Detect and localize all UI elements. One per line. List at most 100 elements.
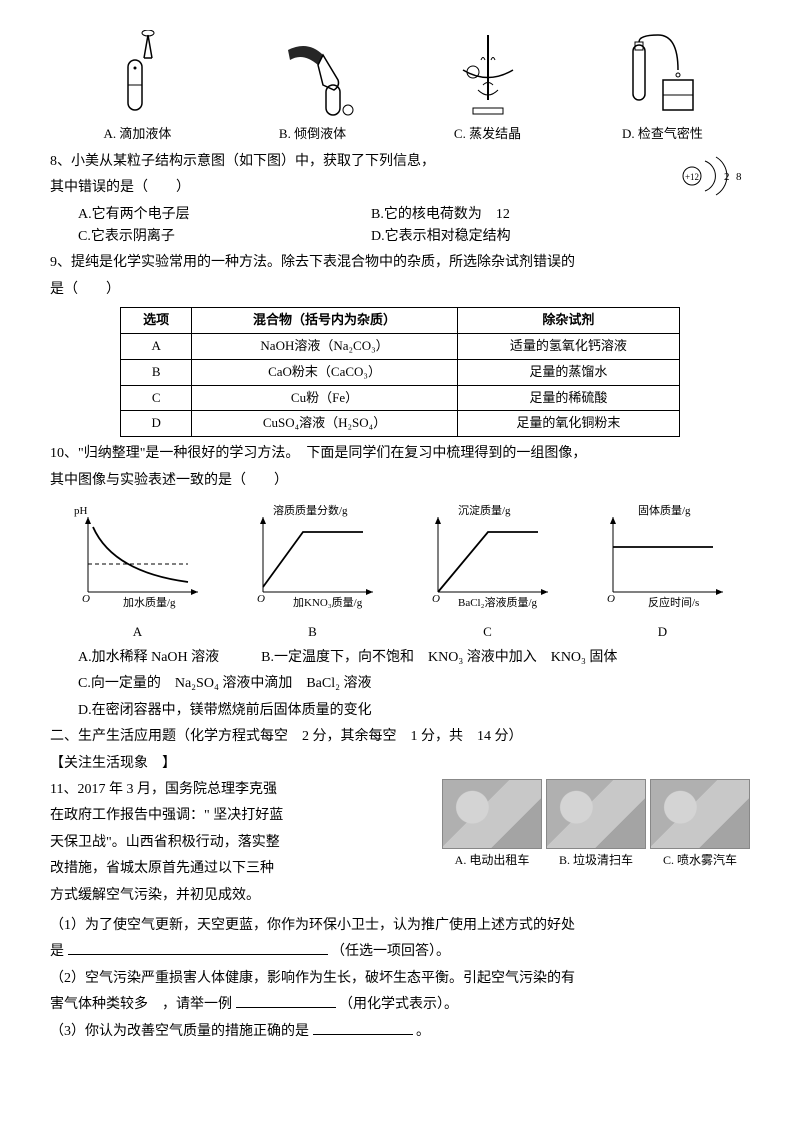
fig-d-cap: D. 检查气密性 [575,124,750,145]
fig-c: C. 蒸发结晶 [400,30,575,145]
section-2-sub: 【关注生活现象 】 [50,753,750,775]
blank-1[interactable] [68,941,328,955]
blank-2[interactable] [236,994,336,1008]
q9-table: 选项 混合物（括号内为杂质） 除杂试剂 ANaOH溶液（Na₂CO₃）适量的氢氧… [120,307,680,437]
section-2-title: 二、生产生活应用题（化学方程式每空 2 分，其余每空 1 分，共 14 分） [50,726,750,748]
q11-p2-line: 害气体种类较多 ，请举一例 （用化学式表示）。 [50,994,750,1016]
table-row: CCu粉（Fe）足量的稀硫酸 [121,385,680,411]
q11-p1b: 是 [50,944,64,959]
svg-text:8: 8 [736,171,742,183]
fig-c-cap: C. 蒸发结晶 [400,124,575,145]
svg-text:O: O [607,593,615,605]
photo-c: C. 喷水雾汽车 [650,779,750,870]
question-8: +12 2 8 8、小美从某粒子结构示意图（如下图）中，获取了下列信息， 其中错… [50,151,750,249]
q11-p2a: （2）空气污染严重损害人体健康，影响作为生长，破坏生态平衡。引起空气污染的有 [50,968,750,990]
graph-a-cap: A [50,622,225,643]
table-row: ANaOH溶液（Na₂CO₃）适量的氢氧化钙溶液 [121,333,680,359]
q8-opt-b: B.它的核电荷数为 12 [371,204,664,226]
table-head-row: 选项 混合物（括号内为杂质） 除杂试剂 [121,308,680,334]
th-reagent: 除杂试剂 [457,308,679,334]
svg-text:加水质量/g: 加水质量/g [123,596,176,609]
question-11: A. 电动出租车 B. 垃圾清扫车 C. 喷水雾汽车 11、2017 年 3 月… [50,779,750,911]
q11-p1-line: 是 （任选一项回答）。 [50,941,750,963]
svg-text:O: O [432,593,440,605]
graph-c-svg: 沉淀质量/g O BaCl₂溶液质量/g [418,502,558,612]
svg-text:反应时间/s: 反应时间/s [648,595,699,609]
svg-text:BaCl₂溶液质量/g: BaCl₂溶液质量/g [458,595,538,609]
q8-stem-1: 8、小美从某粒子结构示意图（如下图）中，获取了下列信息， [50,151,750,173]
q9-stem-1: 9、提纯是化学实验常用的一种方法。除去下表混合物中的杂质，所选除杂试剂错误的 [50,252,750,274]
q10-opt-d: D.在密闭容器中，镁带燃烧前后固体质量的变化 [78,700,750,722]
svg-text:加KNO₃质量/g: 加KNO₃质量/g [293,596,363,609]
sweeper-photo [546,779,646,849]
mist-truck-photo [650,779,750,849]
cell: Cu粉（Fe） [192,385,457,411]
graph-b-cap: B [225,622,400,643]
svg-text:固体质量/g: 固体质量/g [638,503,691,517]
pour-liquid-icon [268,30,358,120]
q11-p3-line: （3）你认为改善空气质量的措施正确的是 。 [50,1021,750,1043]
blank-3[interactable] [313,1021,413,1035]
q8-opt-d: D.它表示相对稳定结构 [371,226,664,248]
q8-opt-a: A.它有两个电子层 [78,204,371,226]
cell: 足量的蒸馏水 [457,359,679,385]
photo-c-cap: C. 喷水雾汽车 [650,851,750,870]
cell: 适量的氢氧化钙溶液 [457,333,679,359]
fig-d: D. 检查气密性 [575,30,750,145]
q9-stem-2: 是（ ） [50,279,750,301]
fig-b-cap: B. 倾倒液体 [225,124,400,145]
q8-opt-c: C.它表示阴离子 [78,226,371,248]
q10-opt-c: C.向一定量的 Na₂SO₄ 溶液中滴加 BaCl₂ 溶液 [78,673,750,695]
svg-text:+12: +12 [685,172,699,182]
q8-options: A.它有两个电子层 B.它的核电荷数为 12 C.它表示阴离子 D.它表示相对稳… [50,204,664,249]
cell: 足量的稀硫酸 [457,385,679,411]
cell: NaOH溶液（Na₂CO₃） [192,333,457,359]
q11-photos: A. 电动出租车 B. 垃圾清扫车 C. 喷水雾汽车 [442,779,750,870]
q11-p1c: （任选一项回答）。 [331,944,450,959]
cell: 足量的氧化铜粉末 [457,411,679,437]
svg-text:沉淀质量/g: 沉淀质量/g [458,503,511,517]
experiment-figures: A. 滴加液体 B. 倾倒液体 C. 蒸发结晶 D. 检 [50,30,750,145]
graph-b-svg: 溶质质量分数/g O 加KNO₃质量/g [243,502,383,612]
table-row: BCaO粉末（CaCO₃）足量的蒸馏水 [121,359,680,385]
q8-stem-2: 其中错误的是（ ） [50,177,750,199]
taxi-photo [442,779,542,849]
graph-d-svg: 固体质量/g O 反应时间/s [593,502,733,612]
graph-c: 沉淀质量/g O BaCl₂溶液质量/g C [400,502,575,643]
q11-l5: 方式缓解空气污染，并初见成效。 [50,885,750,907]
cell: C [121,385,192,411]
evaporate-icon [443,30,533,120]
svg-text:O: O [257,593,265,605]
th-opt: 选项 [121,308,192,334]
photo-b: B. 垃圾清扫车 [546,779,646,870]
photo-b-cap: B. 垃圾清扫车 [546,851,646,870]
q10-graphs: pH O 加水质量/g A 溶质质量分数/g O 加KNO₃质量/g B 沉淀质… [50,502,750,643]
photo-a-cap: A. 电动出租车 [442,851,542,870]
graph-a-svg: pH O 加水质量/g [68,502,208,612]
svg-text:pH: pH [74,505,88,517]
svg-text:O: O [82,593,90,605]
table-row: DCuSO₄溶液（H₂SO₄）足量的氧化铜粉末 [121,411,680,437]
atom-diagram: +12 2 8 [670,151,750,209]
photo-a: A. 电动出租车 [442,779,542,870]
graph-b: 溶质质量分数/g O 加KNO₃质量/g B [225,502,400,643]
fig-a: A. 滴加液体 [50,30,225,145]
q11-p2b: 害气体种类较多 ，请举一例 [50,997,232,1012]
q10-stem-1: 10、"归纳整理"是一种很好的学习方法。 下面是同学们在复习中梳理得到的一组图像… [50,443,750,465]
svg-text:2: 2 [724,171,730,183]
q11-p1a: （1）为了使空气更新，天空更蓝，你作为环保小卫士，认为推广使用上述方式的好处 [50,915,750,937]
q11-p3a: （3）你认为改善空气质量的措施正确的是 [50,1024,309,1039]
graph-d: 固体质量/g O 反应时间/s D [575,502,750,643]
graph-d-cap: D [575,622,750,643]
graph-c-cap: C [400,622,575,643]
cell: D [121,411,192,437]
th-mix: 混合物（括号内为杂质） [192,308,457,334]
q11-p2c: （用化学式表示）。 [339,997,458,1012]
airtight-icon [618,30,708,120]
fig-a-cap: A. 滴加液体 [50,124,225,145]
dropper-tube-icon [98,30,178,120]
q11-p3b: 。 [416,1024,430,1039]
q10-stem-2: 其中图像与实验表述一致的是（ ） [50,470,750,492]
cell: CuSO₄溶液（H₂SO₄） [192,411,457,437]
q10-options: A.加水稀释 NaOH 溶液 B.一定温度下，向不饱和 KNO₃ 溶液中加入 K… [50,647,750,722]
